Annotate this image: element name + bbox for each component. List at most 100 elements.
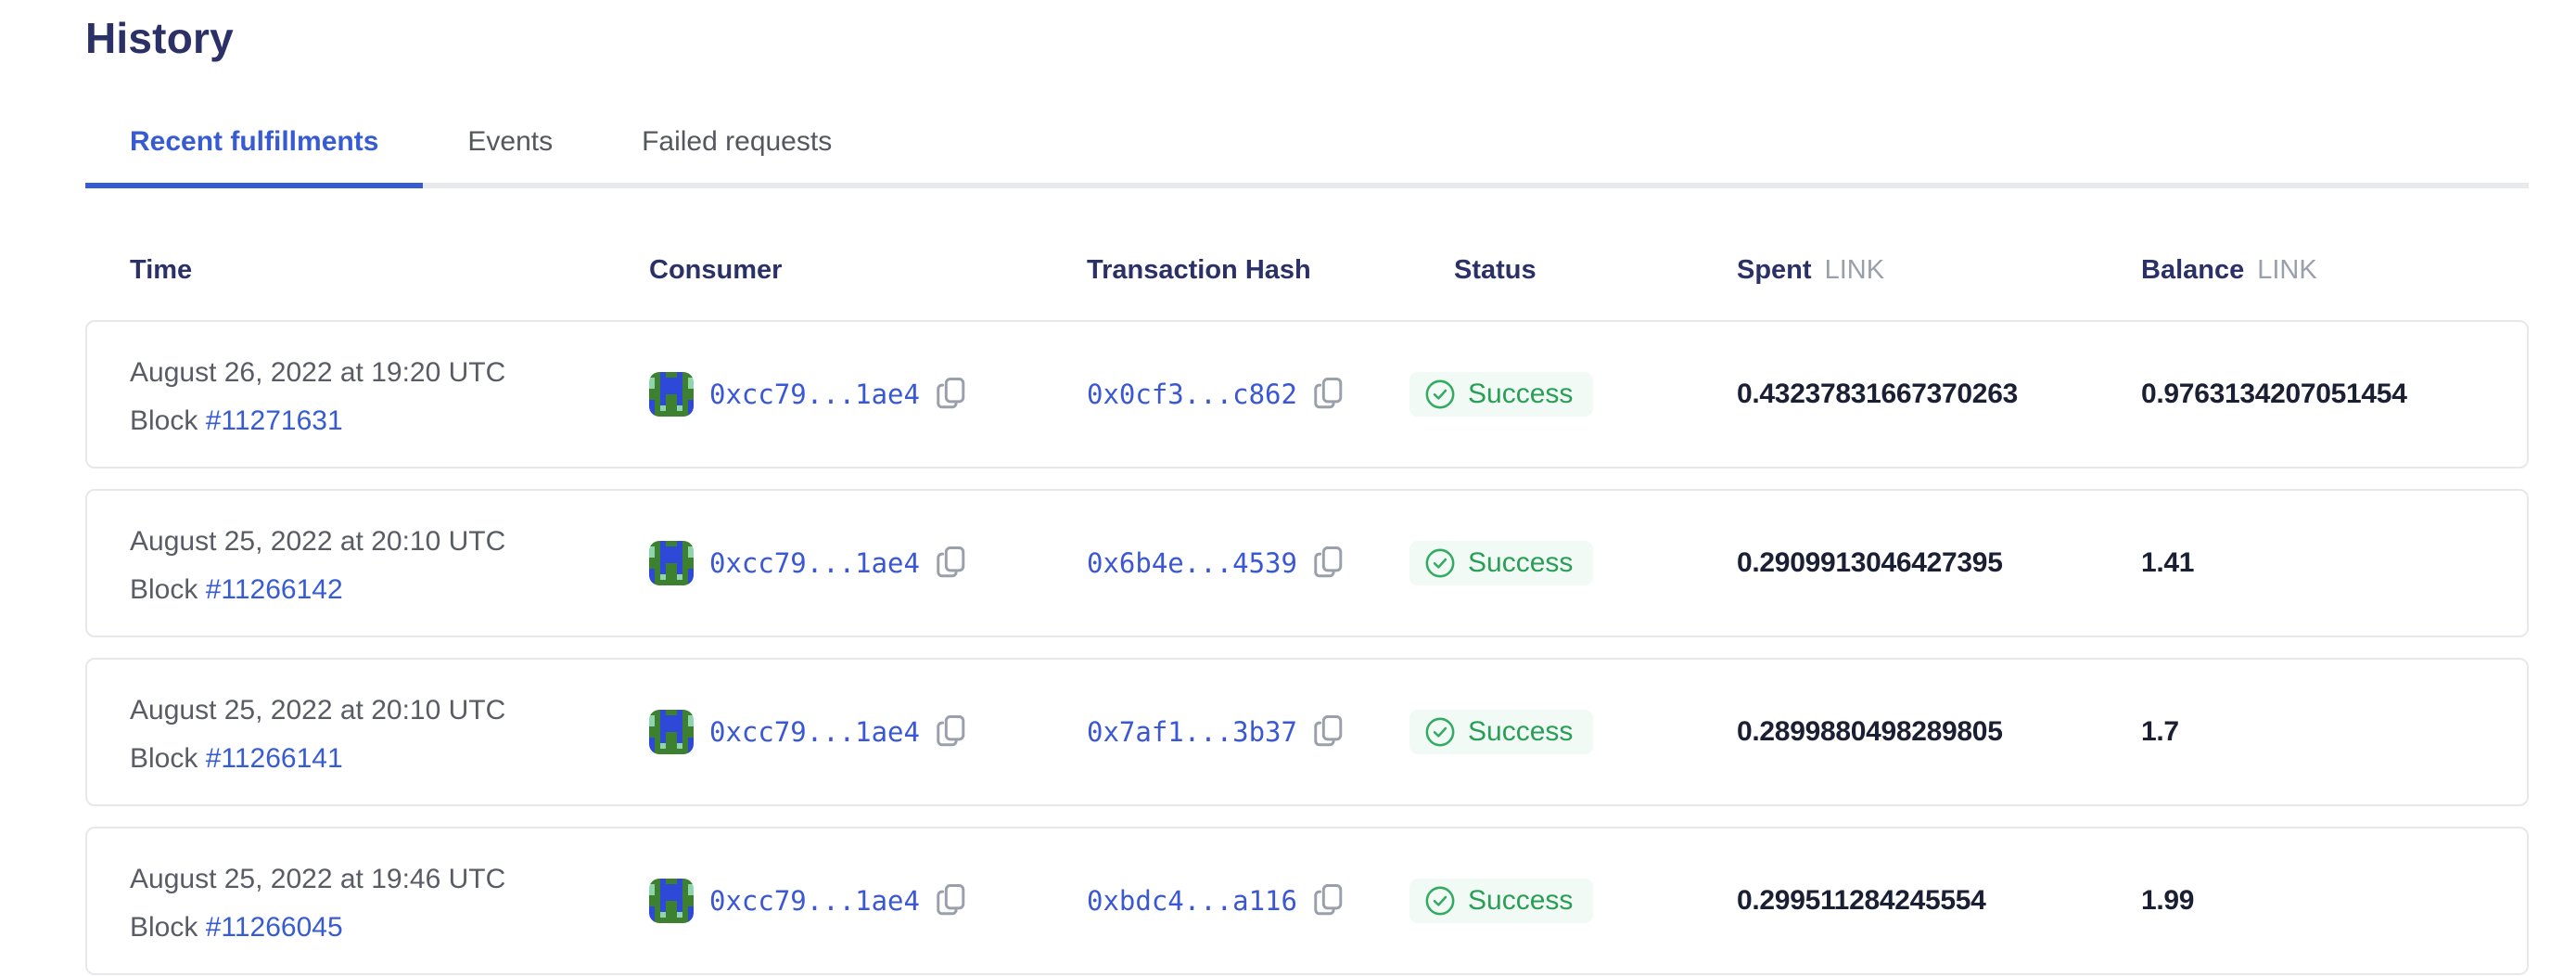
blockie-identicon bbox=[649, 372, 694, 417]
spent-unit-label: LINK bbox=[1824, 255, 1885, 285]
copy-icon bbox=[1314, 377, 1343, 413]
timestamp-text: August 25, 2022 at 19:46 UTC bbox=[130, 863, 506, 894]
copy-icon bbox=[1314, 546, 1343, 582]
column-header-spent: Spent LINK bbox=[1737, 255, 1885, 285]
copy-transaction-hash-button[interactable] bbox=[1314, 714, 1343, 751]
block-line: Block #11266045 bbox=[130, 906, 649, 948]
column-header-transaction-hash: Transaction Hash bbox=[1087, 255, 1311, 285]
copy-transaction-hash-button[interactable] bbox=[1314, 377, 1343, 413]
copy-consumer-address-button[interactable] bbox=[937, 883, 965, 919]
consumer-cell: 0xcc79...1ae4 bbox=[649, 710, 1087, 754]
time-cell: August 25, 2022 at 19:46 UTC Block #1126… bbox=[130, 858, 649, 948]
block-number-link[interactable]: #11271631 bbox=[205, 405, 343, 436]
balance-value: 1.41 bbox=[2141, 547, 2195, 578]
block-label: Block bbox=[130, 405, 198, 436]
status-cell: Success bbox=[1409, 879, 1737, 923]
copy-icon bbox=[937, 883, 965, 919]
status-label: Success bbox=[1468, 716, 1574, 747]
spent-value: 0.2899880498289805 bbox=[1737, 716, 2003, 747]
copy-icon bbox=[937, 546, 965, 582]
transaction-hash-cell: 0x0cf3...c862 bbox=[1087, 377, 1409, 413]
status-label: Success bbox=[1468, 379, 1574, 409]
copy-icon bbox=[937, 377, 965, 413]
balance-value: 0.9763134207051454 bbox=[2141, 379, 2407, 409]
status-cell: Success bbox=[1409, 710, 1737, 754]
status-cell: Success bbox=[1409, 541, 1737, 585]
transaction-hash-cell: 0x7af1...3b37 bbox=[1087, 714, 1409, 751]
status-badge: Success bbox=[1409, 372, 1594, 417]
copy-icon bbox=[1314, 883, 1343, 919]
transaction-hash-link[interactable]: 0x7af1...3b37 bbox=[1087, 716, 1297, 748]
column-header-time: Time bbox=[130, 255, 193, 285]
status-badge: Success bbox=[1409, 541, 1594, 585]
time-cell: August 26, 2022 at 19:20 UTC Block #1127… bbox=[130, 352, 649, 442]
consumer-address-link[interactable]: 0xcc79...1ae4 bbox=[709, 547, 920, 579]
column-header-balance: Balance LINK bbox=[2141, 255, 2317, 285]
transaction-hash-cell: 0xbdc4...a116 bbox=[1087, 883, 1409, 919]
fulfillment-row: August 25, 2022 at 20:10 UTC Block #1126… bbox=[85, 489, 2529, 637]
spent-value: 0.2909913046427395 bbox=[1737, 547, 2003, 578]
history-tabs: Recent fulfillments Events Failed reques… bbox=[85, 125, 2529, 188]
balance-unit-label: LINK bbox=[2257, 255, 2317, 285]
balance-value: 1.7 bbox=[2141, 716, 2179, 747]
spent-value: 0.299511284245554 bbox=[1737, 885, 1986, 916]
table-header-row: Time Consumer Transaction Hash Status Sp… bbox=[85, 253, 2529, 287]
check-circle-icon bbox=[1424, 379, 1456, 410]
transaction-hash-cell: 0x6b4e...4539 bbox=[1087, 546, 1409, 582]
copy-consumer-address-button[interactable] bbox=[937, 714, 965, 751]
check-circle-icon bbox=[1424, 547, 1456, 579]
consumer-address-link[interactable]: 0xcc79...1ae4 bbox=[709, 379, 920, 410]
status-label: Success bbox=[1468, 547, 1574, 578]
status-label: Success bbox=[1468, 885, 1574, 916]
block-line: Block #11271631 bbox=[130, 400, 649, 442]
block-label: Block bbox=[130, 742, 198, 774]
consumer-cell: 0xcc79...1ae4 bbox=[649, 372, 1087, 417]
blockie-identicon bbox=[649, 541, 694, 585]
copy-transaction-hash-button[interactable] bbox=[1314, 546, 1343, 582]
consumer-address-link[interactable]: 0xcc79...1ae4 bbox=[709, 716, 920, 748]
timestamp-text: August 26, 2022 at 19:20 UTC bbox=[130, 356, 506, 388]
fulfillment-rows: August 26, 2022 at 19:20 UTC Block #1127… bbox=[85, 320, 2529, 975]
consumer-cell: 0xcc79...1ae4 bbox=[649, 541, 1087, 585]
status-badge: Success bbox=[1409, 710, 1594, 754]
copy-consumer-address-button[interactable] bbox=[937, 377, 965, 413]
block-line: Block #11266142 bbox=[130, 569, 649, 610]
block-label: Block bbox=[130, 911, 198, 943]
fulfillment-row: August 26, 2022 at 19:20 UTC Block #1127… bbox=[85, 320, 2529, 469]
tab-failed-requests[interactable]: Failed requests bbox=[597, 125, 876, 183]
copy-consumer-address-button[interactable] bbox=[937, 546, 965, 582]
column-header-consumer: Consumer bbox=[649, 255, 783, 285]
block-number-link[interactable]: #11266142 bbox=[205, 573, 343, 605]
balance-value: 1.99 bbox=[2141, 885, 2195, 916]
time-cell: August 25, 2022 at 20:10 UTC Block #1126… bbox=[130, 520, 649, 610]
transaction-hash-link[interactable]: 0x6b4e...4539 bbox=[1087, 547, 1297, 579]
page-title: History bbox=[85, 14, 234, 62]
transaction-hash-link[interactable]: 0x0cf3...c862 bbox=[1087, 379, 1297, 410]
blockie-identicon bbox=[649, 710, 694, 754]
consumer-cell: 0xcc79...1ae4 bbox=[649, 879, 1087, 923]
timestamp-text: August 25, 2022 at 20:10 UTC bbox=[130, 525, 506, 557]
copy-transaction-hash-button[interactable] bbox=[1314, 883, 1343, 919]
block-label: Block bbox=[130, 573, 198, 605]
transaction-hash-link[interactable]: 0xbdc4...a116 bbox=[1087, 885, 1297, 917]
column-header-status: Status bbox=[1454, 255, 1537, 285]
fulfillment-row: August 25, 2022 at 20:10 UTC Block #1126… bbox=[85, 658, 2529, 806]
timestamp-text: August 25, 2022 at 20:10 UTC bbox=[130, 694, 506, 726]
tab-recent-fulfillments[interactable]: Recent fulfillments bbox=[85, 125, 424, 188]
status-badge: Success bbox=[1409, 879, 1594, 923]
status-cell: Success bbox=[1409, 372, 1737, 417]
block-number-link[interactable]: #11266141 bbox=[205, 742, 343, 774]
check-circle-icon bbox=[1424, 885, 1456, 917]
blockie-identicon bbox=[649, 879, 694, 923]
block-line: Block #11266141 bbox=[130, 738, 649, 779]
consumer-address-link[interactable]: 0xcc79...1ae4 bbox=[709, 885, 920, 917]
copy-icon bbox=[1314, 714, 1343, 751]
block-number-link[interactable]: #11266045 bbox=[205, 911, 343, 943]
copy-icon bbox=[937, 714, 965, 751]
tab-events[interactable]: Events bbox=[423, 125, 597, 183]
check-circle-icon bbox=[1424, 716, 1456, 748]
time-cell: August 25, 2022 at 20:10 UTC Block #1126… bbox=[130, 689, 649, 779]
fulfillment-row: August 25, 2022 at 19:46 UTC Block #1126… bbox=[85, 827, 2529, 975]
spent-value: 0.43237831667370263 bbox=[1737, 379, 2018, 409]
